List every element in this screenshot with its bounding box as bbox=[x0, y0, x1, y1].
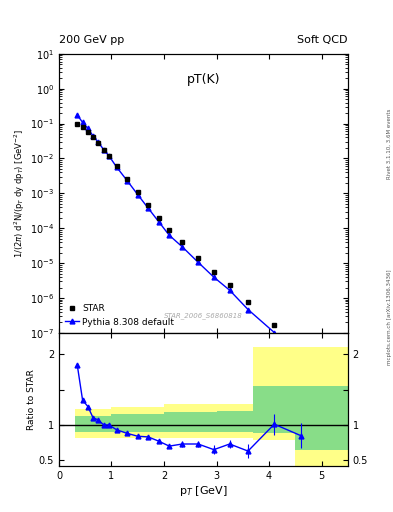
Pythia 8.308 default bbox=[146, 205, 151, 211]
STAR bbox=[101, 146, 106, 153]
Pythia 8.308 default bbox=[156, 219, 161, 225]
Bar bbox=[295, 386, 348, 450]
Text: mcplots.cern.ch [arXiv:1306.3436]: mcplots.cern.ch [arXiv:1306.3436] bbox=[387, 270, 392, 365]
Bar bbox=[217, 403, 253, 438]
Bar bbox=[253, 386, 295, 433]
Bar bbox=[112, 407, 164, 438]
STAR bbox=[75, 121, 80, 127]
Pythia 8.308 default bbox=[101, 146, 106, 153]
Pythia 8.308 default bbox=[91, 133, 95, 139]
STAR bbox=[227, 282, 232, 288]
STAR bbox=[211, 269, 216, 275]
Text: Soft QCD: Soft QCD bbox=[298, 35, 348, 45]
Bar bbox=[112, 414, 164, 432]
Text: STAR_2006_S6860818: STAR_2006_S6860818 bbox=[164, 312, 243, 319]
Text: 200 GeV pp: 200 GeV pp bbox=[59, 35, 124, 45]
Pythia 8.308 default bbox=[180, 244, 185, 250]
Bar bbox=[164, 403, 217, 438]
Bar bbox=[253, 347, 295, 440]
Pythia 8.308 default bbox=[75, 112, 80, 118]
Line: STAR: STAR bbox=[75, 122, 303, 347]
Y-axis label: 1/(2$\pi$) d$^2$N/(p$_T$ dy dp$_T$) [GeV$^{-2}$]: 1/(2$\pi$) d$^2$N/(p$_T$ dy dp$_T$) [GeV… bbox=[13, 129, 27, 258]
Pythia 8.308 default bbox=[80, 119, 85, 125]
Pythia 8.308 default bbox=[246, 307, 250, 313]
Pythia 8.308 default bbox=[227, 287, 232, 293]
STAR bbox=[156, 215, 161, 221]
STAR bbox=[86, 129, 90, 135]
Pythia 8.308 default bbox=[298, 349, 303, 355]
Pythia 8.308 default bbox=[96, 139, 101, 145]
Bar bbox=[75, 409, 112, 438]
STAR bbox=[246, 300, 250, 306]
STAR bbox=[146, 202, 151, 208]
Legend: STAR, Pythia 8.308 default: STAR, Pythia 8.308 default bbox=[63, 302, 176, 329]
Pythia 8.308 default bbox=[211, 274, 216, 280]
STAR bbox=[125, 176, 130, 182]
Pythia 8.308 default bbox=[107, 153, 111, 159]
STAR bbox=[114, 163, 119, 169]
STAR bbox=[196, 254, 200, 261]
Pythia 8.308 default bbox=[125, 178, 130, 184]
Pythia 8.308 default bbox=[196, 259, 200, 265]
STAR bbox=[107, 153, 111, 159]
STAR bbox=[91, 134, 95, 140]
STAR bbox=[167, 227, 172, 233]
Bar bbox=[75, 416, 112, 432]
Bar bbox=[164, 412, 217, 432]
Pythia 8.308 default bbox=[86, 125, 90, 132]
Bar bbox=[295, 347, 348, 466]
STAR bbox=[272, 322, 277, 328]
Text: Rivet 3.1.10, 3.6M events: Rivet 3.1.10, 3.6M events bbox=[387, 108, 392, 179]
STAR bbox=[180, 239, 185, 245]
Line: Pythia 8.308 default: Pythia 8.308 default bbox=[75, 113, 303, 354]
STAR bbox=[298, 341, 303, 347]
Pythia 8.308 default bbox=[167, 232, 172, 239]
STAR bbox=[135, 189, 140, 195]
Bar bbox=[217, 411, 253, 432]
STAR bbox=[80, 124, 85, 130]
Pythia 8.308 default bbox=[135, 191, 140, 198]
STAR bbox=[96, 140, 101, 146]
Pythia 8.308 default bbox=[114, 164, 119, 170]
Text: pT(K): pT(K) bbox=[187, 73, 220, 87]
Pythia 8.308 default bbox=[272, 329, 277, 335]
X-axis label: p$_T$ [GeV]: p$_T$ [GeV] bbox=[179, 483, 228, 498]
Y-axis label: Ratio to STAR: Ratio to STAR bbox=[27, 369, 36, 430]
